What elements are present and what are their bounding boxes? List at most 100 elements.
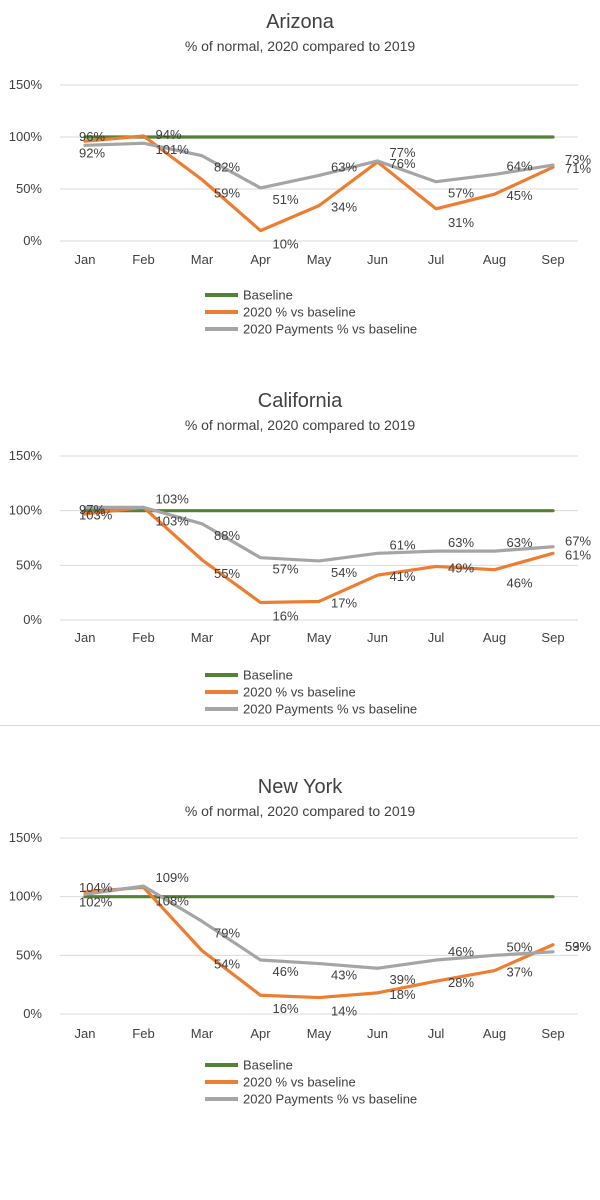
series-line-2020-vs-baseline bbox=[83, 885, 555, 1000]
series-line-2020-payments-vs-baseline bbox=[83, 505, 555, 563]
data-label: 51% bbox=[273, 192, 299, 207]
data-label: 28% bbox=[448, 975, 474, 990]
y-tick-label: 150% bbox=[9, 77, 43, 92]
data-label: 97% bbox=[79, 502, 105, 517]
data-label: 14% bbox=[331, 1004, 357, 1019]
x-tick-label: Jan bbox=[75, 252, 96, 267]
x-tick-label: May bbox=[307, 1026, 332, 1041]
series-line-2020-payments-vs-baseline bbox=[83, 884, 555, 970]
y-tick-label: 100% bbox=[9, 503, 43, 518]
x-tick-label: Mar bbox=[191, 630, 214, 645]
data-label: 61% bbox=[565, 547, 591, 562]
chart-panel-new-york: New York % of normal, 2020 compared to 20… bbox=[0, 765, 600, 1125]
data-label: 103% bbox=[156, 513, 190, 528]
x-tick-label: Jan bbox=[75, 630, 96, 645]
y-tick-label: 100% bbox=[9, 889, 43, 904]
chart-subtitle: % of normal, 2020 compared to 2019 bbox=[185, 417, 416, 433]
data-label: 108% bbox=[156, 893, 190, 908]
chart-panel-california: California % of normal, 2020 compared to … bbox=[0, 380, 600, 725]
legend-label: 2020 % vs baseline bbox=[243, 305, 356, 320]
x-tick-label: Sep bbox=[541, 630, 564, 645]
data-label: 43% bbox=[331, 968, 357, 983]
data-label: 96% bbox=[79, 129, 105, 144]
data-label: 94% bbox=[156, 127, 182, 142]
series-line-2020-payments-vs-baseline bbox=[83, 141, 555, 190]
data-label: 34% bbox=[331, 200, 357, 215]
y-tick-label: 50% bbox=[16, 181, 42, 196]
x-tick-label: Mar bbox=[191, 252, 214, 267]
data-label: 37% bbox=[507, 965, 533, 980]
data-label: 10% bbox=[273, 237, 299, 252]
data-label: 63% bbox=[507, 535, 533, 550]
legend-label: Baseline bbox=[243, 668, 293, 683]
data-label: 53% bbox=[565, 939, 591, 954]
x-tick-label: Jan bbox=[75, 1026, 96, 1041]
data-label: 46% bbox=[507, 576, 533, 591]
data-label: 71% bbox=[565, 161, 591, 176]
x-tick-label: Feb bbox=[132, 630, 154, 645]
x-tick-label: Apr bbox=[250, 1026, 271, 1041]
x-tick-label: Jun bbox=[367, 1026, 388, 1041]
data-label: 79% bbox=[214, 925, 240, 940]
legend-label: 2020 % vs baseline bbox=[243, 1075, 356, 1090]
x-tick-label: Jun bbox=[367, 252, 388, 267]
data-label: 88% bbox=[214, 528, 240, 543]
x-tick-label: Jun bbox=[367, 630, 388, 645]
legend-label: Baseline bbox=[243, 1058, 293, 1073]
data-label: 16% bbox=[273, 1001, 299, 1016]
line-chart-new-york: New York % of normal, 2020 compared to 20… bbox=[9, 776, 592, 1107]
legend-label: 2020 % vs baseline bbox=[243, 685, 356, 700]
x-tick-label: May bbox=[307, 252, 332, 267]
y-tick-label: 50% bbox=[16, 947, 42, 962]
data-label: 63% bbox=[331, 159, 357, 174]
x-tick-label: Jul bbox=[428, 630, 445, 645]
data-label: 64% bbox=[507, 158, 533, 173]
chart-title: California bbox=[258, 390, 343, 412]
chart-title: Arizona bbox=[266, 11, 335, 33]
y-tick-label: 0% bbox=[23, 612, 42, 627]
x-tick-label: Feb bbox=[132, 1026, 154, 1041]
line-chart-arizona: Arizona % of normal, 2020 compared to 201… bbox=[9, 11, 592, 337]
data-label: 109% bbox=[156, 870, 190, 885]
y-tick-label: 150% bbox=[9, 448, 43, 463]
data-label: 17% bbox=[331, 595, 357, 610]
legend-label: Baseline bbox=[243, 288, 293, 303]
chart-panel-arizona: Arizona % of normal, 2020 compared to 201… bbox=[0, 0, 600, 360]
data-label: 54% bbox=[214, 957, 240, 972]
chart-title: New York bbox=[258, 776, 343, 798]
data-label: 59% bbox=[565, 939, 591, 954]
data-label: 104% bbox=[79, 880, 113, 895]
x-tick-label: Aug bbox=[483, 252, 506, 267]
data-label: 82% bbox=[214, 160, 240, 175]
series-line-2020-vs-baseline bbox=[83, 134, 555, 233]
data-label: 45% bbox=[507, 188, 533, 203]
legend-label: 2020 Payments % vs baseline bbox=[243, 322, 417, 337]
data-label: 73% bbox=[565, 152, 591, 167]
data-label: 16% bbox=[273, 609, 299, 624]
panel-divider bbox=[0, 725, 600, 726]
series-line-2020-vs-baseline bbox=[83, 505, 555, 605]
data-label: 49% bbox=[448, 560, 474, 575]
x-tick-label: Apr bbox=[250, 630, 271, 645]
data-label: 39% bbox=[390, 972, 416, 987]
y-tick-label: 0% bbox=[23, 1006, 42, 1021]
x-tick-label: Aug bbox=[483, 1026, 506, 1041]
x-tick-label: Sep bbox=[541, 252, 564, 267]
x-tick-label: Aug bbox=[483, 630, 506, 645]
data-label: 77% bbox=[390, 145, 416, 160]
legend-label: 2020 Payments % vs baseline bbox=[243, 702, 417, 717]
data-label: 67% bbox=[565, 534, 591, 549]
x-tick-label: Jul bbox=[428, 1026, 445, 1041]
data-label: 61% bbox=[390, 537, 416, 552]
data-label: 46% bbox=[273, 964, 299, 979]
data-label: 76% bbox=[390, 156, 416, 171]
data-label: 57% bbox=[273, 562, 299, 577]
x-tick-label: Sep bbox=[541, 1026, 564, 1041]
data-label: 57% bbox=[448, 186, 474, 201]
x-tick-label: Jul bbox=[428, 252, 445, 267]
data-label: 31% bbox=[448, 215, 474, 230]
chart-subtitle: % of normal, 2020 compared to 2019 bbox=[185, 803, 416, 819]
data-label: 59% bbox=[214, 186, 240, 201]
data-label: 50% bbox=[507, 939, 533, 954]
y-tick-label: 100% bbox=[9, 129, 43, 144]
